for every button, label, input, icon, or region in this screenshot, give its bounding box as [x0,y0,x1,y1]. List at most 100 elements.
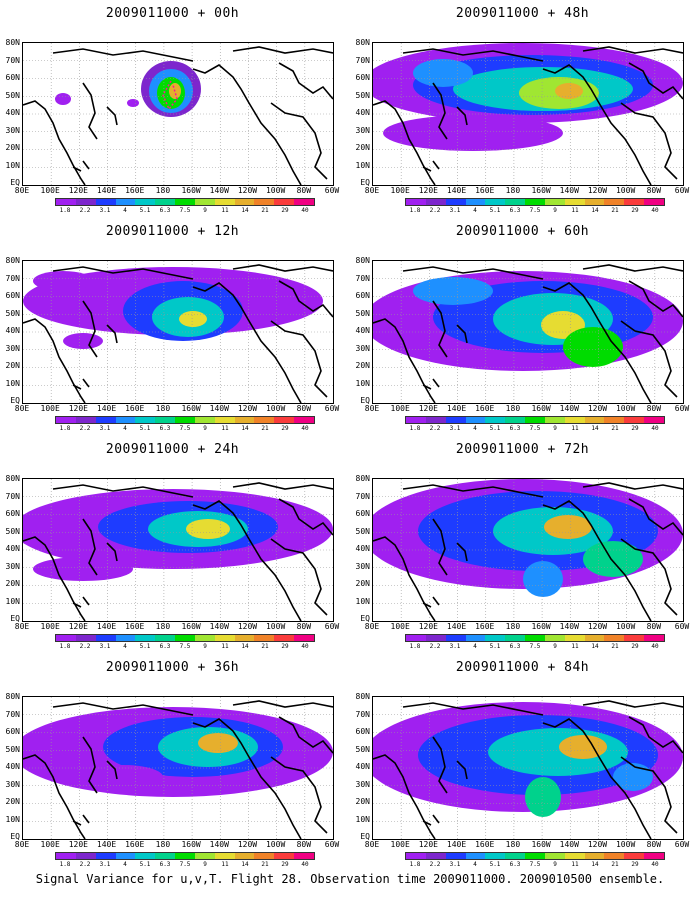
map-canvas [373,697,683,839]
colorbar-labels: 1.8 2.2 3.1 4 5.1 6.3 7.5 9 11 14 21 29 40 [405,207,665,215]
colorbar-swatch [604,199,625,205]
coastline [278,280,333,318]
colorbar-label: 21 [261,861,269,868]
colorbar-label: 7.5 [529,207,541,214]
colorbar-swatch [56,635,76,641]
colorbar-swatch [274,199,295,205]
colorbar [405,634,665,642]
coastline [192,718,302,839]
lon-label: 140W [559,622,579,631]
colorbar-labels: 1.8 2.2 3.1 4 5.1 6.3 7.5 9 11 14 21 29 40 [55,861,315,869]
colorbar-label: 5.1 [139,643,151,650]
lon-label: 140W [209,622,229,631]
map-canvas [373,261,683,403]
colorbar-swatch [624,417,645,423]
colorbar-swatch [155,853,176,859]
colorbar-label: 9 [553,425,557,432]
lat-label: 20N [355,797,370,806]
lon-label: 60W [324,404,340,413]
colorbar-swatch [254,635,275,641]
colorbar-swatch [75,635,96,641]
map-canvas [373,479,683,621]
colorbar-swatch [644,417,664,423]
lon-label: 60W [674,840,690,849]
lat-label: 80N [355,38,370,47]
variance-contour [555,83,583,99]
colorbar-label: 5.1 [139,425,151,432]
lon-label: 120W [237,404,258,413]
coastline [82,300,98,358]
variance-map [22,696,334,840]
lat-label: 70N [5,491,20,501]
lat-label: 30N [5,125,20,135]
colorbar-swatch [584,853,605,859]
colorbar-swatch [56,853,76,859]
colorbar-swatch [624,199,645,205]
colorbar-swatch [425,635,446,641]
variance-map [22,260,334,404]
lon-label: 80E [14,404,30,413]
lon-label: 80E [364,840,380,849]
variance-map [372,260,684,404]
colorbar-swatch [544,199,565,205]
colorbar-swatch [214,853,235,859]
colorbar-label: 5.1 [489,643,501,650]
colorbar-label: 14 [241,861,249,868]
lon-label: 160E [475,622,495,631]
variance-contour [559,735,607,759]
colorbar-swatch [564,853,585,859]
colorbar-swatch [115,199,136,205]
colorbar-swatch [584,199,605,205]
lon-label: 80E [14,840,30,849]
colorbar-swatch [194,417,215,423]
colorbar-label: 5.1 [139,207,151,214]
lon-label: 100E [390,186,410,195]
colorbar-label: 21 [261,643,269,650]
colorbar-swatch [135,635,156,641]
colorbar-label: 5.1 [489,861,501,868]
lat-label: 60N [355,509,370,518]
lon-label: 80E [364,186,380,195]
lat-label: 70N [355,273,370,283]
colorbar-label: 21 [611,425,619,432]
lon-label: 140E [96,186,117,195]
panel-title: 2009011000 + 36h [105,660,240,675]
coastline [422,378,440,390]
coastline [402,484,544,498]
lon-label: 80E [14,186,30,195]
colorbar-swatch [175,199,195,205]
lon-label: 140E [96,840,117,849]
lat-label: 40N [5,108,20,117]
coastline [270,102,328,180]
coastline [620,538,678,616]
colorbar-label: 9 [553,861,557,868]
variance-contour [83,765,163,789]
coastline [270,320,328,398]
colorbar-label: 4 [473,207,477,214]
map-panel: 2009011000 + 00h 80N 70N 60N 50N 40N 30N 20N 10N… [0,0,345,218]
lat-label: 50N [5,526,20,536]
colorbar-swatch [584,417,605,423]
lon-label: 100W [265,622,286,631]
coastline [402,702,544,716]
lon-label: 120W [587,622,608,631]
coastline [582,700,683,708]
lon-axis: 80E 100E 120E 140E 160E 180 160W 140W 120W 100W 80… [350,622,695,632]
colorbar-labels: 1.8 2.2 3.1 4 5.1 6.3 7.5 9 11 14 21 29 40 [55,643,315,651]
lat-label: 10N [355,160,370,170]
colorbar-swatch [564,635,585,641]
colorbar-swatch [525,635,545,641]
coastline [82,518,98,576]
coastline [402,266,544,280]
coastline [402,48,544,62]
lon-label: 120W [237,622,258,631]
colorbar-swatch [584,635,605,641]
lat-label: 60N [5,73,20,82]
lon-axis: 80E 100E 120E 140E 160E 180 160W 140W 120W 100W 80… [350,186,695,196]
colorbar-swatch [294,417,314,423]
colorbar-swatch [525,417,545,423]
colorbar-swatch [525,199,545,205]
variance-contour [525,777,561,817]
lon-axis: 80E 100E 120E 140E 160E 180 160W 140W 120W 100W 80… [350,404,695,414]
coastline [422,596,440,608]
